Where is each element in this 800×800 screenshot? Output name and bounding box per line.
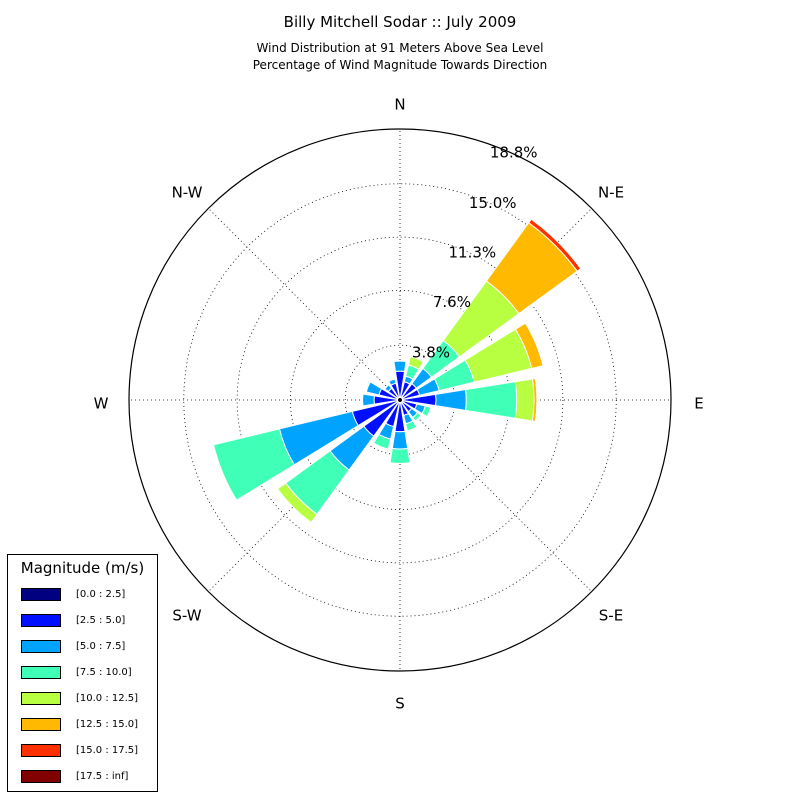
wind-bar-segment — [528, 218, 582, 272]
direction-label: N-E — [598, 184, 624, 202]
wind-bar-segment — [388, 378, 397, 386]
chart-labels: 3.8% 7.6% 11.3% 15.0% 18.8% N N-E E S-E S S-W W N-W — [94, 96, 704, 713]
chart-subtitle-line1: Wind Distribution at 91 Meters Above Sea… — [256, 41, 544, 55]
legend-label: [17.5 : inf] — [76, 771, 129, 782]
radial-tick-label: 3.8% — [412, 343, 450, 361]
legend-label: [7.5 : 10.0] — [76, 667, 132, 678]
direction-label: N-W — [172, 184, 203, 202]
wind-bar-segment — [393, 360, 407, 373]
wind-bar-segment — [435, 389, 467, 411]
wind-bar-segment — [212, 428, 295, 501]
wind-bar-segment — [391, 430, 409, 450]
legend-swatch — [21, 770, 61, 783]
legend-swatch — [21, 640, 61, 653]
direction-label: S-W — [172, 607, 201, 625]
chart-title: Billy Mitchell Sodar :: July 2009 — [283, 13, 517, 31]
wind-bars — [212, 218, 582, 524]
wind-bar-segment — [421, 405, 432, 418]
wind-bar-segment — [389, 447, 411, 464]
wind-bar-segment — [412, 412, 422, 422]
legend-label: [2.5 : 5.0] — [76, 615, 126, 626]
grid-spoke — [208, 208, 401, 401]
radial-tick-label: 15.0% — [469, 194, 517, 212]
legend-label: [10.0 : 12.5] — [76, 693, 139, 704]
legend-swatch — [21, 718, 61, 731]
direction-label: S-E — [599, 607, 623, 625]
legend-swatch — [21, 744, 61, 757]
wind-bar-segment — [514, 378, 535, 422]
legend-swatch — [21, 588, 61, 601]
chart-subtitle-line2: Percentage of Wind Magnitude Towards Dir… — [252, 58, 548, 72]
direction-label: S — [395, 695, 405, 713]
wind-bar-segment — [372, 433, 392, 450]
legend-swatch — [21, 666, 61, 679]
polar-frame — [128, 128, 672, 672]
wind-bar-segment — [407, 355, 425, 370]
wind-bar-segment — [276, 482, 318, 524]
direction-label: W — [94, 395, 109, 413]
wind-bar-segment — [384, 384, 393, 393]
radial-tick-label: 18.8% — [490, 144, 538, 162]
wind-bar-segment — [464, 381, 518, 419]
legend-label: [0.0 : 2.5] — [76, 589, 126, 600]
wind-bar-segment — [365, 381, 383, 396]
legend-label: [12.5 : 15.0] — [76, 719, 139, 730]
radial-tick-label: 11.3% — [449, 244, 497, 262]
center-dot — [398, 398, 402, 402]
direction-label: E — [694, 395, 703, 413]
wind-bar-segment — [514, 322, 544, 369]
wind-bar-segment — [405, 420, 418, 432]
legend-title: Magnitude (m/s) — [20, 559, 145, 577]
legend-swatch — [21, 692, 61, 705]
wind-bar-segment — [362, 393, 375, 407]
wind-bar-segment — [531, 378, 538, 422]
legend-swatch — [21, 614, 61, 627]
legend: Magnitude (m/s) [0.0 : 2.5] [2.5 : 5.0] [5… — [7, 554, 158, 792]
radial-tick-label: 7.6% — [433, 293, 471, 311]
legend-label: [15.0 : 17.5] — [76, 745, 139, 756]
direction-label: N — [394, 96, 405, 114]
grid-spoke — [399, 399, 592, 592]
grid-circle — [236, 236, 564, 564]
legend-label: [5.0 : 7.5] — [76, 641, 126, 652]
